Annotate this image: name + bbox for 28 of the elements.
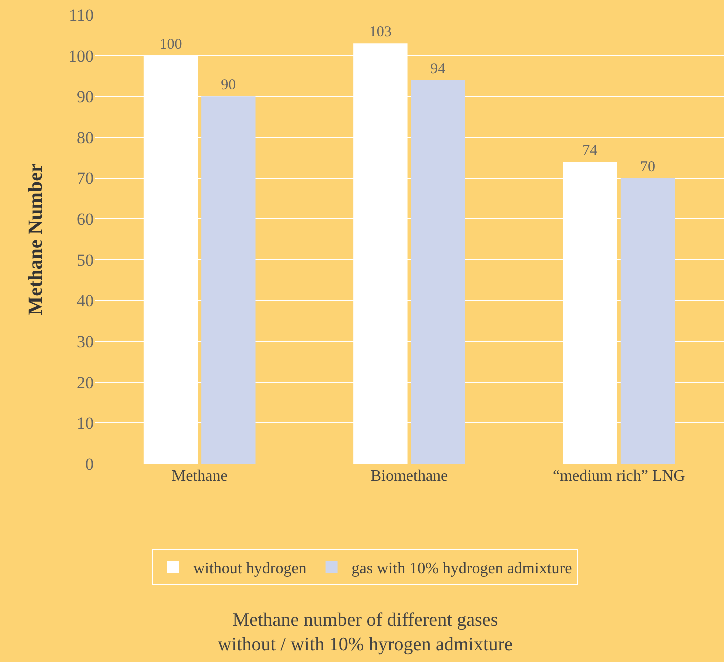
y-tick-label: 40: [77, 292, 94, 311]
data-label: 90: [221, 78, 236, 94]
y-tick-label: 90: [77, 88, 94, 107]
y-tick-label: 50: [77, 250, 94, 270]
data-label: 94: [430, 61, 446, 78]
x-tick-label: Methane: [172, 468, 228, 485]
data-label: 74: [582, 142, 598, 159]
data-label: 70: [640, 159, 656, 176]
bar: [411, 80, 466, 464]
y-tick-label: 70: [77, 169, 94, 188]
y-tick-label: 20: [77, 373, 94, 392]
data-label: 103: [369, 24, 392, 41]
text: Methane number of different gases without / with 10% hyrogen admixture: [218, 610, 513, 656]
y-tick-label: 10: [77, 414, 94, 434]
y-tick-label: 30: [77, 332, 94, 352]
legend-label: gas with 10% hydrogen admixture: [352, 560, 572, 578]
y-tick-label: 100: [68, 46, 94, 66]
y-tick-label: 60: [77, 210, 94, 230]
y-tick-label: 110: [69, 6, 94, 25]
y-tick-label: 0: [86, 454, 94, 474]
bar: [620, 178, 676, 464]
legend-label: without hydrogen: [193, 560, 307, 578]
bar: [202, 96, 256, 464]
y-axis-title: Methane Number: [25, 164, 47, 316]
y-tick-label: 80: [77, 128, 94, 148]
x-tick-label: Biomethane: [370, 468, 448, 485]
data-label: 100: [160, 36, 182, 53]
x-tick-label: “medium rich” LNG: [552, 468, 686, 485]
